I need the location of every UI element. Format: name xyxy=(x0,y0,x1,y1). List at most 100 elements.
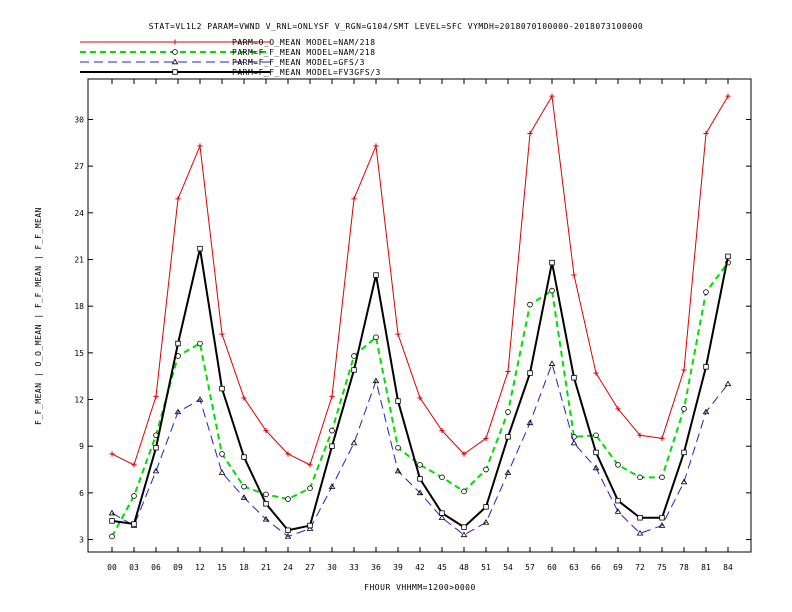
data-point-plus xyxy=(263,428,269,434)
data-point-circle xyxy=(285,496,291,502)
data-point-plus xyxy=(725,93,731,99)
data-point-circle xyxy=(241,483,247,490)
data-point-circle xyxy=(659,474,665,481)
data-point-triangle xyxy=(658,522,666,528)
x-tick-label: 45 xyxy=(437,563,447,572)
data-point-square xyxy=(725,253,731,260)
data-point-triangle xyxy=(702,408,710,415)
data-point-triangle xyxy=(108,509,116,516)
x-tick-label: 81 xyxy=(701,563,711,572)
data-point-plus xyxy=(681,367,687,373)
data-point-square xyxy=(307,522,313,529)
legend-label: PARM=F_F_MEAN MODEL=NAM/218 xyxy=(232,48,376,57)
data-point-square xyxy=(175,340,181,347)
data-point-triangle xyxy=(284,533,292,539)
data-point-square xyxy=(197,245,203,252)
data-point-circle xyxy=(131,493,137,499)
data-point-triangle xyxy=(240,494,248,500)
data-point-triangle xyxy=(570,439,578,446)
data-point-triangle xyxy=(548,360,556,366)
x-tick-label: 39 xyxy=(393,563,403,572)
series-line xyxy=(111,262,729,537)
data-point-circle xyxy=(615,462,621,468)
x-tick-label: 00 xyxy=(107,563,117,572)
x-tick-label: 18 xyxy=(239,563,249,572)
x-tick-label: 06 xyxy=(151,563,161,572)
data-point-triangle xyxy=(592,464,600,471)
x-tick-label: 36 xyxy=(371,563,381,572)
series-4 xyxy=(109,245,731,533)
data-point-triangle xyxy=(460,531,468,538)
data-point-plus xyxy=(505,368,511,375)
data-point-circle xyxy=(351,353,357,359)
data-point-plus xyxy=(109,451,115,457)
x-tick-label: 30 xyxy=(327,563,337,572)
data-point-square xyxy=(417,476,423,482)
data-point-plus xyxy=(615,406,621,412)
data-point-circle xyxy=(681,406,687,412)
data-point-square xyxy=(681,449,687,456)
data-point-triangle xyxy=(328,483,336,489)
data-point-circle xyxy=(172,49,178,55)
y-axis: 3 6 9 12 15 18 21 24 27 30 xyxy=(74,115,751,545)
data-point-circle xyxy=(373,334,379,341)
y-tick-label: 24 xyxy=(74,209,84,218)
data-point-plus xyxy=(175,196,181,202)
series-1 xyxy=(109,93,731,468)
data-point-plus xyxy=(131,462,137,468)
x-axis: 00 03 06 09 12 15 18 21 24 27 30 33 36 39 42 45 48 51 54 57… xyxy=(107,79,733,572)
data-point-square xyxy=(483,504,489,510)
data-point-triangle xyxy=(614,508,622,514)
x-tick-label: 84 xyxy=(723,563,733,572)
x-tick-label: 24 xyxy=(283,563,293,572)
y-tick-label: 15 xyxy=(74,349,84,358)
series-3 xyxy=(108,360,732,539)
data-point-square xyxy=(439,510,445,516)
data-point-square xyxy=(109,518,115,524)
data-point-square xyxy=(571,375,577,381)
data-point-square xyxy=(505,434,511,440)
data-point-triangle xyxy=(174,408,182,415)
legend-item-4: PARM=F_F_MEAN MODEL=FV3GFS/3 xyxy=(80,68,380,77)
series-2 xyxy=(109,259,731,540)
data-point-triangle xyxy=(504,469,512,475)
data-point-plus xyxy=(373,143,379,149)
data-point-plus xyxy=(549,93,555,99)
series-line xyxy=(111,247,729,532)
data-point-circle xyxy=(527,301,533,308)
data-point-circle xyxy=(439,474,445,481)
x-tick-label: 75 xyxy=(657,563,667,572)
data-point-square xyxy=(285,527,291,533)
x-tick-label: 42 xyxy=(415,563,425,572)
data-point-square xyxy=(219,385,225,392)
legend: PARM=O_O_MEAN MODEL=NAM/218PARM=F_F_MEAN… xyxy=(80,38,380,77)
data-point-triangle xyxy=(438,514,446,520)
data-point-square xyxy=(263,501,269,507)
x-tick-label: 48 xyxy=(459,563,469,572)
data-point-square xyxy=(351,367,357,373)
y-axis-label: F_F_MEAN | O_O_MEAN | F_F_MEAN | F_F_MEA… xyxy=(34,207,43,425)
x-tick-label: 69 xyxy=(613,563,623,572)
legend-label: PARM=F_F_MEAN MODEL=GFS/3 xyxy=(232,58,365,67)
data-point-circle xyxy=(109,533,115,540)
data-point-plus xyxy=(172,39,178,45)
series-layer xyxy=(108,93,732,540)
data-point-plus xyxy=(219,331,225,337)
data-point-square xyxy=(527,370,533,376)
data-point-plus xyxy=(659,435,665,442)
chart-title: STAT=VL1L2 PARAM=VWND V_RNL=ONLYSF V_RGN… xyxy=(149,22,643,31)
data-point-triangle xyxy=(152,467,160,474)
data-point-plus xyxy=(197,143,203,149)
data-point-circle xyxy=(417,462,423,468)
data-point-square xyxy=(153,445,159,451)
data-point-plus xyxy=(351,196,357,202)
data-point-triangle xyxy=(306,525,314,531)
x-tick-label: 66 xyxy=(591,563,601,572)
data-point-square xyxy=(395,398,401,404)
x-tick-label: 60 xyxy=(547,563,557,572)
y-tick-label: 18 xyxy=(74,302,84,311)
data-point-square xyxy=(172,69,178,75)
y-tick-label: 21 xyxy=(74,255,84,264)
data-point-plus xyxy=(329,393,335,400)
y-tick-label: 27 xyxy=(74,162,84,171)
